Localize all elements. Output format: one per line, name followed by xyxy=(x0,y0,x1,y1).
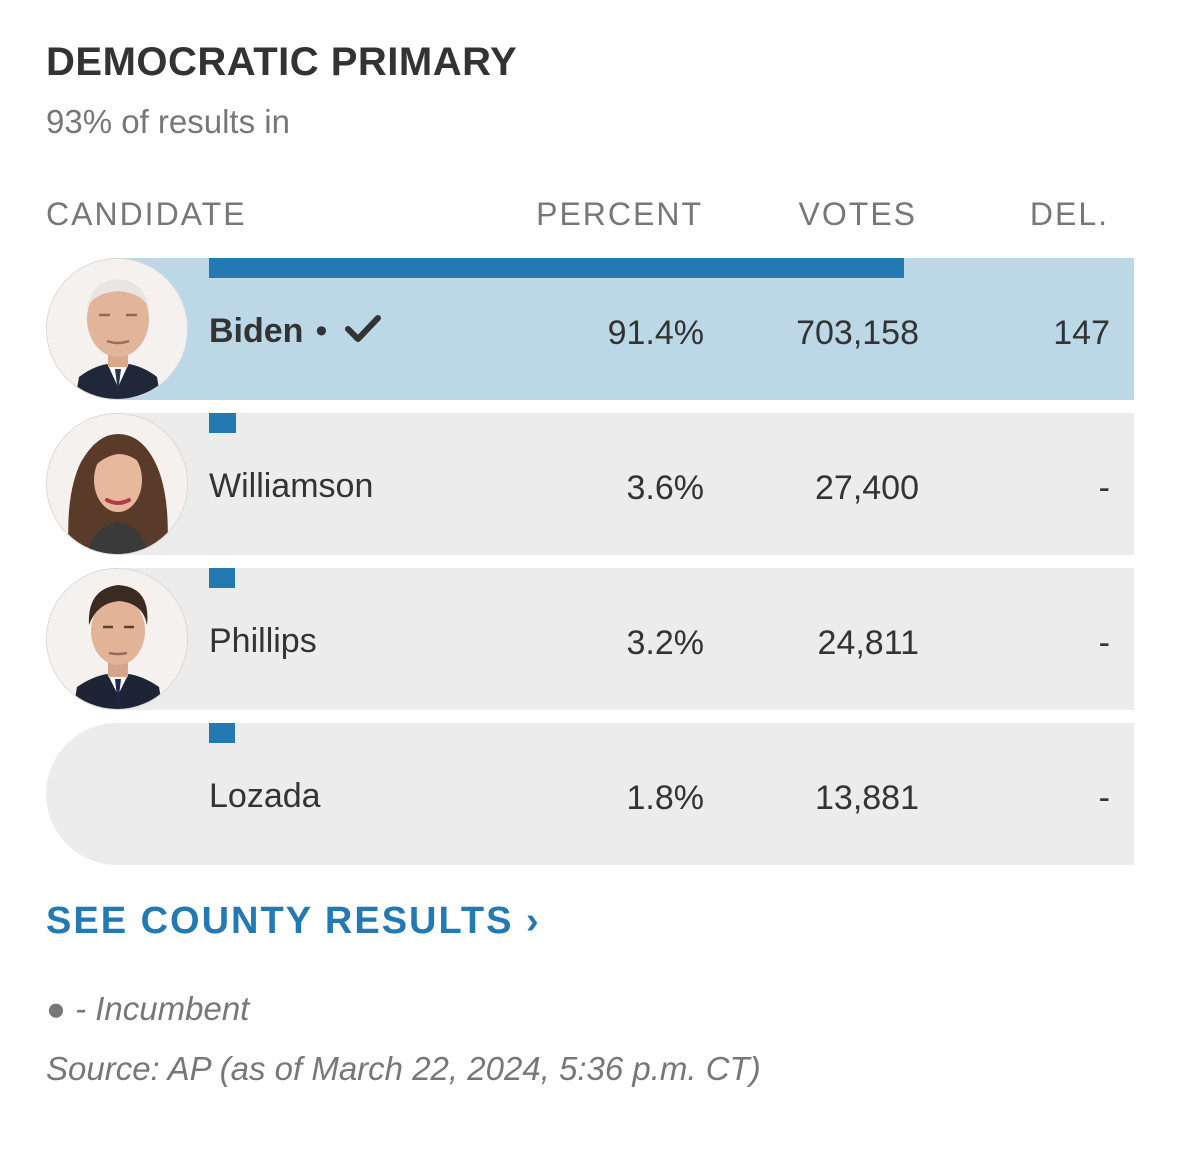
row-background xyxy=(46,723,1134,865)
candidate-name: Williamson xyxy=(209,467,374,505)
delegates-cell: 147 xyxy=(1053,314,1110,352)
percent-cell: 1.8% xyxy=(626,779,705,817)
source-note: Source: AP (as of March 22, 2024, 5:36 p… xyxy=(46,1050,761,1087)
row-background xyxy=(116,413,1134,555)
incumbent-marker: • xyxy=(315,312,328,350)
delegates-cell: - xyxy=(1098,624,1110,662)
votes-cell: 703,158 xyxy=(796,314,919,352)
candidate-row-phillips: Phillips 3.2% 24,811 - xyxy=(46,568,1134,710)
race-title: DEMOCRATIC PRIMARY xyxy=(46,40,518,84)
candidate-row-biden: Biden • 91.4% 703,158 147 xyxy=(46,258,1134,400)
candidate-photo-biden xyxy=(46,258,188,400)
votes-cell: 24,811 xyxy=(817,624,919,662)
candidate-name: Phillips xyxy=(209,622,317,660)
percent-cell: 3.2% xyxy=(626,624,705,662)
check-icon xyxy=(345,314,382,353)
vote-share-bar xyxy=(209,723,235,743)
header-delegates: DEL. xyxy=(1029,196,1109,232)
candidate-photo-phillips xyxy=(46,568,188,710)
vote-share-bar xyxy=(209,258,904,278)
vote-share-bar xyxy=(209,568,235,588)
row-background xyxy=(116,568,1134,710)
candidate-photo-williamson xyxy=(46,413,188,555)
votes-cell: 27,400 xyxy=(815,469,919,507)
candidate-name-cell: Biden • xyxy=(209,312,382,353)
votes-cell: 13,881 xyxy=(815,779,919,817)
header-candidate: CANDIDATE xyxy=(46,196,247,232)
header-percent: PERCENT xyxy=(536,196,703,232)
header-votes: VOTES xyxy=(798,196,917,232)
results-reporting: 93% of results in xyxy=(46,103,290,140)
candidate-row-williamson: Williamson 3.6% 27,400 - xyxy=(46,413,1134,555)
delegates-cell: - xyxy=(1098,779,1110,817)
candidate-name: Lozada xyxy=(209,777,321,815)
vote-share-bar xyxy=(209,413,236,433)
delegates-cell: - xyxy=(1098,469,1110,507)
candidate-name: Biden xyxy=(209,312,304,350)
incumbent-legend: ● - Incumbent xyxy=(46,990,250,1027)
candidate-row-lozada: Lozada 1.8% 13,881 - xyxy=(46,723,1134,865)
percent-cell: 3.6% xyxy=(626,469,705,507)
percent-cell: 91.4% xyxy=(607,314,704,352)
see-county-results-link[interactable]: SEE COUNTY RESULTS › xyxy=(46,900,541,942)
row-background xyxy=(116,258,1134,400)
